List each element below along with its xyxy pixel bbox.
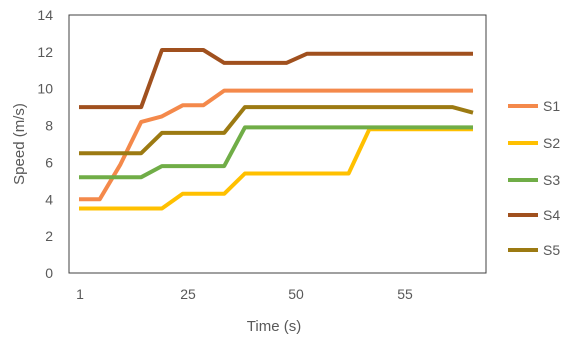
series-lines — [79, 48, 474, 211]
legend-label-s1: S1 — [543, 98, 560, 114]
y-tick-label: 4 — [45, 191, 53, 207]
series-line-s4 — [79, 48, 473, 110]
series-line-s1 — [79, 88, 473, 202]
x-tick-label: 1 — [76, 286, 84, 302]
y-tick-label: 2 — [45, 228, 53, 244]
x-tick-label: 50 — [288, 286, 304, 302]
series-line-s5 — [79, 105, 474, 156]
y-tick-label: 8 — [45, 118, 53, 134]
x-tick-label: 55 — [397, 286, 413, 302]
x-axis-title: Time (s) — [247, 318, 301, 335]
y-axis-title: Speed (m/s) — [11, 103, 28, 185]
y-axis-ticks: 0 2 4 6 8 10 12 14 — [37, 7, 53, 281]
y-tick-label: 14 — [37, 7, 53, 23]
y-tick-label: 6 — [45, 154, 53, 170]
legend: S1 S2 S3 S4 S5 — [508, 98, 560, 258]
x-tick-label: 25 — [180, 286, 196, 302]
y-tick-label: 0 — [45, 265, 53, 281]
plot-area — [68, 14, 487, 274]
legend-label-s4: S4 — [543, 207, 560, 223]
legend-label-s5: S5 — [543, 242, 560, 258]
y-tick-label: 10 — [37, 81, 53, 97]
x-axis-ticks: 1 25 50 55 — [76, 286, 413, 302]
series-line-s3 — [79, 125, 473, 180]
y-tick-label: 12 — [37, 44, 53, 60]
legend-label-s3: S3 — [543, 172, 560, 188]
legend-label-s2: S2 — [543, 135, 560, 151]
